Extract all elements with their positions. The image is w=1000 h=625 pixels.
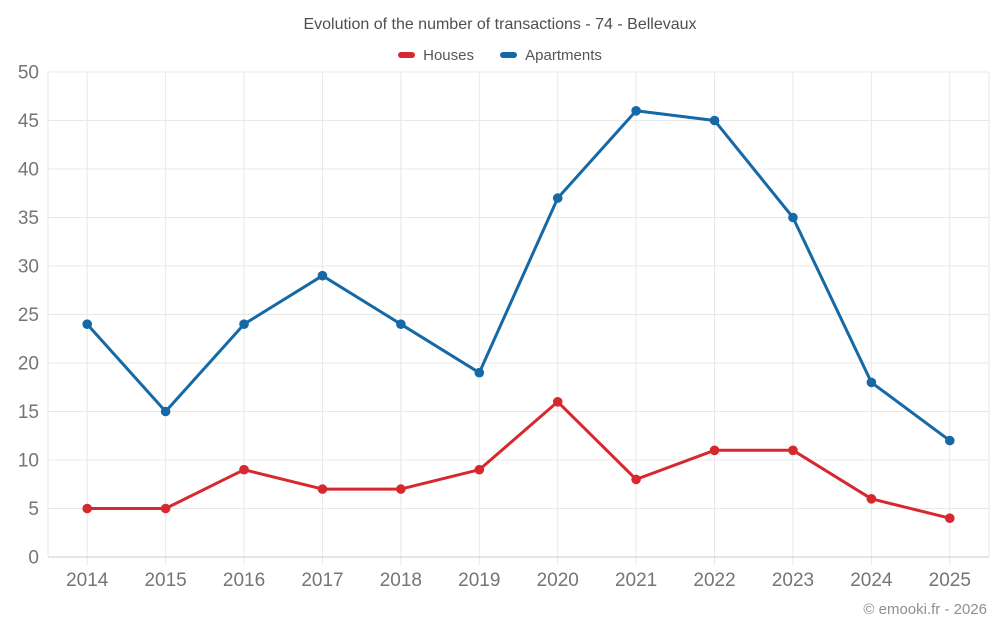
apartments-point [631,106,641,116]
houses-point [552,397,563,407]
apartments-point [239,319,249,330]
apartments-point [788,212,798,223]
x-tick-label: 2022 [693,570,735,591]
apartments-line [85,109,952,443]
houses-point [396,484,406,494]
houses-point [474,464,485,475]
y-tick-label: 10 [18,451,39,472]
houses-point [866,494,877,504]
houses-point [631,474,641,485]
y-tick-label: 45 [18,111,39,132]
apartments-point [552,193,563,203]
apartments-legend-swatch-icon [500,52,518,58]
chart-legend: Houses Apartments [0,45,1000,64]
x-tick-label: 2016 [223,570,265,591]
houses-line [85,400,952,520]
x-tick-label: 2024 [850,570,893,591]
y-tick-label: 35 [18,208,39,229]
x-tick-label: 2025 [929,570,971,591]
x-axis-labels: 2014 2015 2016 2017 2018 2019 2020 2021 2022 2023… [66,570,971,591]
y-tick-label: 15 [18,402,39,423]
apartments-point [317,270,328,281]
legend-item-apartments[interactable]: Apartments [500,47,602,64]
x-tick-label: 2015 [144,570,186,591]
chart-title: Evolution of the number of transactions … [303,16,697,33]
x-tick-label: 2021 [615,570,657,591]
apartments-point [160,406,171,417]
x-tick-label: 2017 [301,570,343,591]
houses-point [239,464,249,475]
y-tick-label: 25 [18,305,39,326]
apartments-series [82,106,955,446]
apartments-point [709,115,720,126]
houses-point [709,445,720,456]
x-tick-label: 2020 [537,570,579,591]
apartments-point [396,319,406,330]
apartments-point [82,319,93,330]
houses-point [82,503,93,514]
x-tick-label: 2023 [772,570,814,591]
legend-item-houses[interactable]: Houses [398,47,474,64]
apartments-point [474,367,485,378]
y-tick-label: 5 [28,499,39,520]
houses-series [82,397,955,523]
y-axis-labels: 0 5 10 15 20 25 30 35 40 45 50 [18,63,39,569]
x-tick-label: 2014 [66,570,109,591]
houses-point [317,484,328,494]
y-tick-label: 20 [18,354,39,375]
x-tick-label: 2018 [380,570,422,591]
houses-point [788,445,798,456]
y-tick-label: 30 [18,257,39,278]
y-tick-label: 0 [28,548,39,569]
apartments-point [944,435,955,446]
x-tick-label: 2019 [458,570,500,591]
legend-label-apartments: Apartments [525,46,602,64]
legend-label-houses: Houses [423,46,474,64]
y-tick-label: 50 [18,63,39,84]
houses-point [944,513,955,523]
houses-legend-swatch-icon [398,52,416,58]
gridlines [47,71,990,565]
copyright-text: © emooki.fr - 2026 [863,601,987,618]
houses-point [160,503,171,514]
apartments-point [866,377,877,388]
y-tick-label: 40 [18,160,39,181]
